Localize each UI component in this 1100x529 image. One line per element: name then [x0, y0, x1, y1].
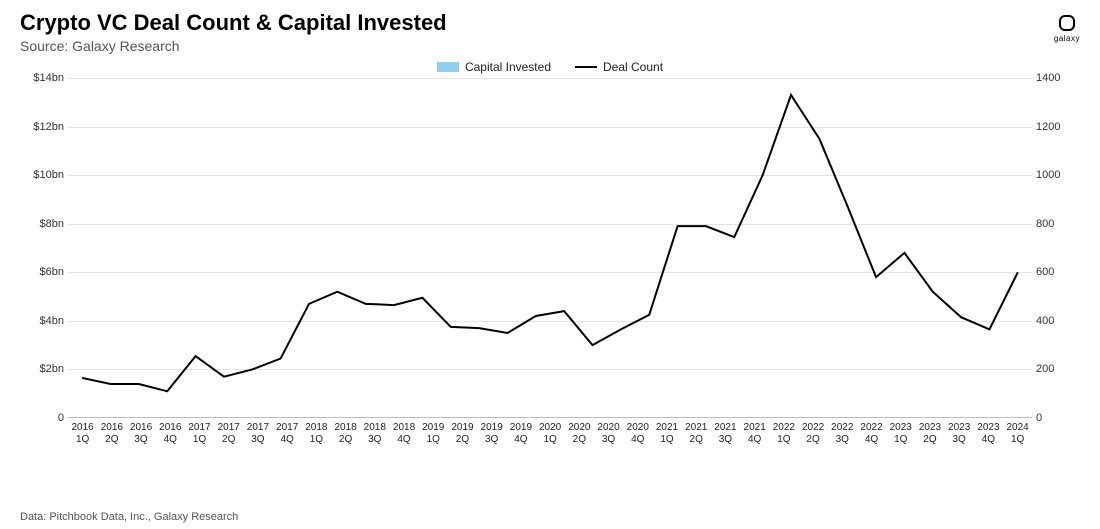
y-right-tick: 600 [1032, 266, 1080, 278]
y-left-tick: $2bn [20, 363, 68, 375]
x-tick: 20164Q [156, 418, 185, 478]
y-right-tick: 400 [1032, 315, 1080, 327]
y-right-tick: 1000 [1032, 169, 1080, 181]
y-axis-left: 0$2bn$4bn$6bn$8bn$10bn$12bn$14bn [20, 78, 68, 418]
legend: Capital Invested Deal Count [0, 60, 1100, 74]
x-axis: 20161Q20162Q20163Q20164Q20171Q20172Q2017… [68, 418, 1032, 478]
chart: 0$2bn$4bn$6bn$8bn$10bn$12bn$14bn 0200400… [20, 78, 1080, 478]
x-tick: 20202Q [565, 418, 594, 478]
x-tick: 20221Q [769, 418, 798, 478]
y-left-tick: $8bn [20, 218, 68, 230]
y-right-tick: 0 [1032, 412, 1080, 424]
header: Crypto VC Deal Count & Capital Invested … [0, 0, 1100, 54]
legend-capital: Capital Invested [437, 60, 551, 74]
x-tick: 20231Q [886, 418, 915, 478]
legend-dealcount: Deal Count [575, 60, 663, 74]
x-tick: 20194Q [506, 418, 535, 478]
x-tick: 20201Q [536, 418, 565, 478]
x-tick: 20232Q [915, 418, 944, 478]
x-tick: 20184Q [389, 418, 418, 478]
deal-count-path [82, 95, 1018, 391]
x-tick: 20212Q [682, 418, 711, 478]
x-tick: 20183Q [360, 418, 389, 478]
x-tick: 20192Q [448, 418, 477, 478]
chart-subtitle: Source: Galaxy Research [20, 38, 1054, 54]
plot-area [68, 78, 1032, 418]
chart-title: Crypto VC Deal Count & Capital Invested [20, 10, 1054, 36]
y-axis-right: 0200400600800100012001400 [1032, 78, 1080, 418]
x-tick: 20193Q [477, 418, 506, 478]
legend-line-swatch [575, 66, 597, 68]
x-tick: 20182Q [331, 418, 360, 478]
x-tick: 20222Q [798, 418, 827, 478]
x-tick: 20163Q [126, 418, 155, 478]
x-tick: 20233Q [945, 418, 974, 478]
y-left-tick: $4bn [20, 315, 68, 327]
x-tick: 20214Q [740, 418, 769, 478]
x-tick: 20172Q [214, 418, 243, 478]
y-right-tick: 200 [1032, 363, 1080, 375]
x-tick: 20223Q [828, 418, 857, 478]
galaxy-logo-text: galaxy [1054, 34, 1080, 43]
x-tick: 20191Q [419, 418, 448, 478]
x-tick: 20234Q [974, 418, 1003, 478]
galaxy-logo: galaxy [1054, 14, 1080, 43]
x-tick: 20241Q [1003, 418, 1032, 478]
x-tick: 20174Q [273, 418, 302, 478]
legend-bar-label: Capital Invested [465, 60, 551, 74]
footer-source: Data: Pitchbook Data, Inc., Galaxy Resea… [20, 511, 238, 523]
y-left-tick: 0 [20, 412, 68, 424]
y-left-tick: $10bn [20, 169, 68, 181]
x-tick: 20162Q [97, 418, 126, 478]
y-right-tick: 1200 [1032, 121, 1080, 133]
y-right-tick: 1400 [1032, 72, 1080, 84]
x-tick: 20204Q [623, 418, 652, 478]
galaxy-logo-icon [1058, 14, 1076, 32]
x-tick: 20224Q [857, 418, 886, 478]
y-right-tick: 800 [1032, 218, 1080, 230]
y-left-tick: $12bn [20, 121, 68, 133]
y-left-tick: $14bn [20, 72, 68, 84]
x-tick: 20171Q [185, 418, 214, 478]
x-tick: 20213Q [711, 418, 740, 478]
legend-line-label: Deal Count [603, 60, 663, 74]
x-tick: 20203Q [594, 418, 623, 478]
y-left-tick: $6bn [20, 266, 68, 278]
legend-bar-swatch [437, 62, 459, 72]
x-tick: 20181Q [302, 418, 331, 478]
x-tick: 20161Q [68, 418, 97, 478]
x-tick: 20173Q [243, 418, 272, 478]
titles: Crypto VC Deal Count & Capital Invested … [20, 10, 1054, 54]
x-tick: 20211Q [652, 418, 681, 478]
deal-count-line [68, 78, 1032, 418]
